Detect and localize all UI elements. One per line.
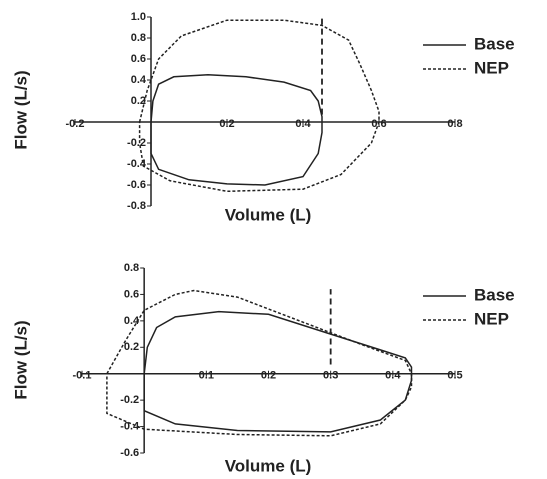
- y-tick-label: 0.2: [131, 95, 146, 107]
- legend-label: Base: [474, 285, 515, 304]
- y-tick-label: 0.6: [124, 288, 139, 300]
- x-tick-label: -0.2: [66, 118, 85, 130]
- x-tick-label: 0.2: [261, 370, 276, 382]
- flow-volume-loop: [150, 74, 323, 186]
- y-tick-label: 1.0: [131, 11, 146, 23]
- x-axis-title: Volume (L): [225, 456, 312, 475]
- flow-volume-loop: [106, 289, 413, 437]
- x-tick-label: -0.1: [73, 370, 92, 382]
- y-tick-label: -0.2: [120, 394, 139, 406]
- y-tick-label: 0.8: [124, 262, 139, 274]
- legend-label: Base: [474, 34, 515, 53]
- x-tick-label: 0.2: [219, 118, 234, 130]
- x-axis-title: Volume (L): [225, 205, 312, 224]
- x-tick-label: 0.4: [295, 118, 311, 130]
- legend-label: NEP: [474, 309, 509, 328]
- x-tick-label: 0.4: [385, 370, 401, 382]
- y-tick-label: 0.6: [131, 53, 146, 65]
- y-tick-label: -0.4: [127, 158, 147, 170]
- x-tick-label: 0.5: [447, 370, 462, 382]
- y-tick-label: 0.8: [131, 32, 146, 44]
- y-axis-title: Flow (L/s): [11, 320, 30, 399]
- y-tick-label: 0.4: [131, 74, 147, 86]
- x-tick-label: 0.1: [199, 370, 214, 382]
- y-tick-label: 0.2: [124, 341, 139, 353]
- flow-volume-loop: [138, 19, 380, 193]
- legend-label: NEP: [474, 58, 509, 77]
- y-axis-title: Flow (L/s): [11, 70, 30, 149]
- y-tick-label: -0.6: [127, 179, 146, 191]
- y-tick-label: -0.8: [127, 200, 146, 212]
- x-tick-label: 0.8: [447, 118, 462, 130]
- y-tick-label: -0.6: [120, 447, 139, 459]
- y-tick-label: -0.2: [127, 137, 146, 149]
- flow-volume-loop: [143, 310, 413, 433]
- x-tick-label: 0.3: [323, 370, 338, 382]
- y-tick-label: -0.4: [120, 420, 140, 432]
